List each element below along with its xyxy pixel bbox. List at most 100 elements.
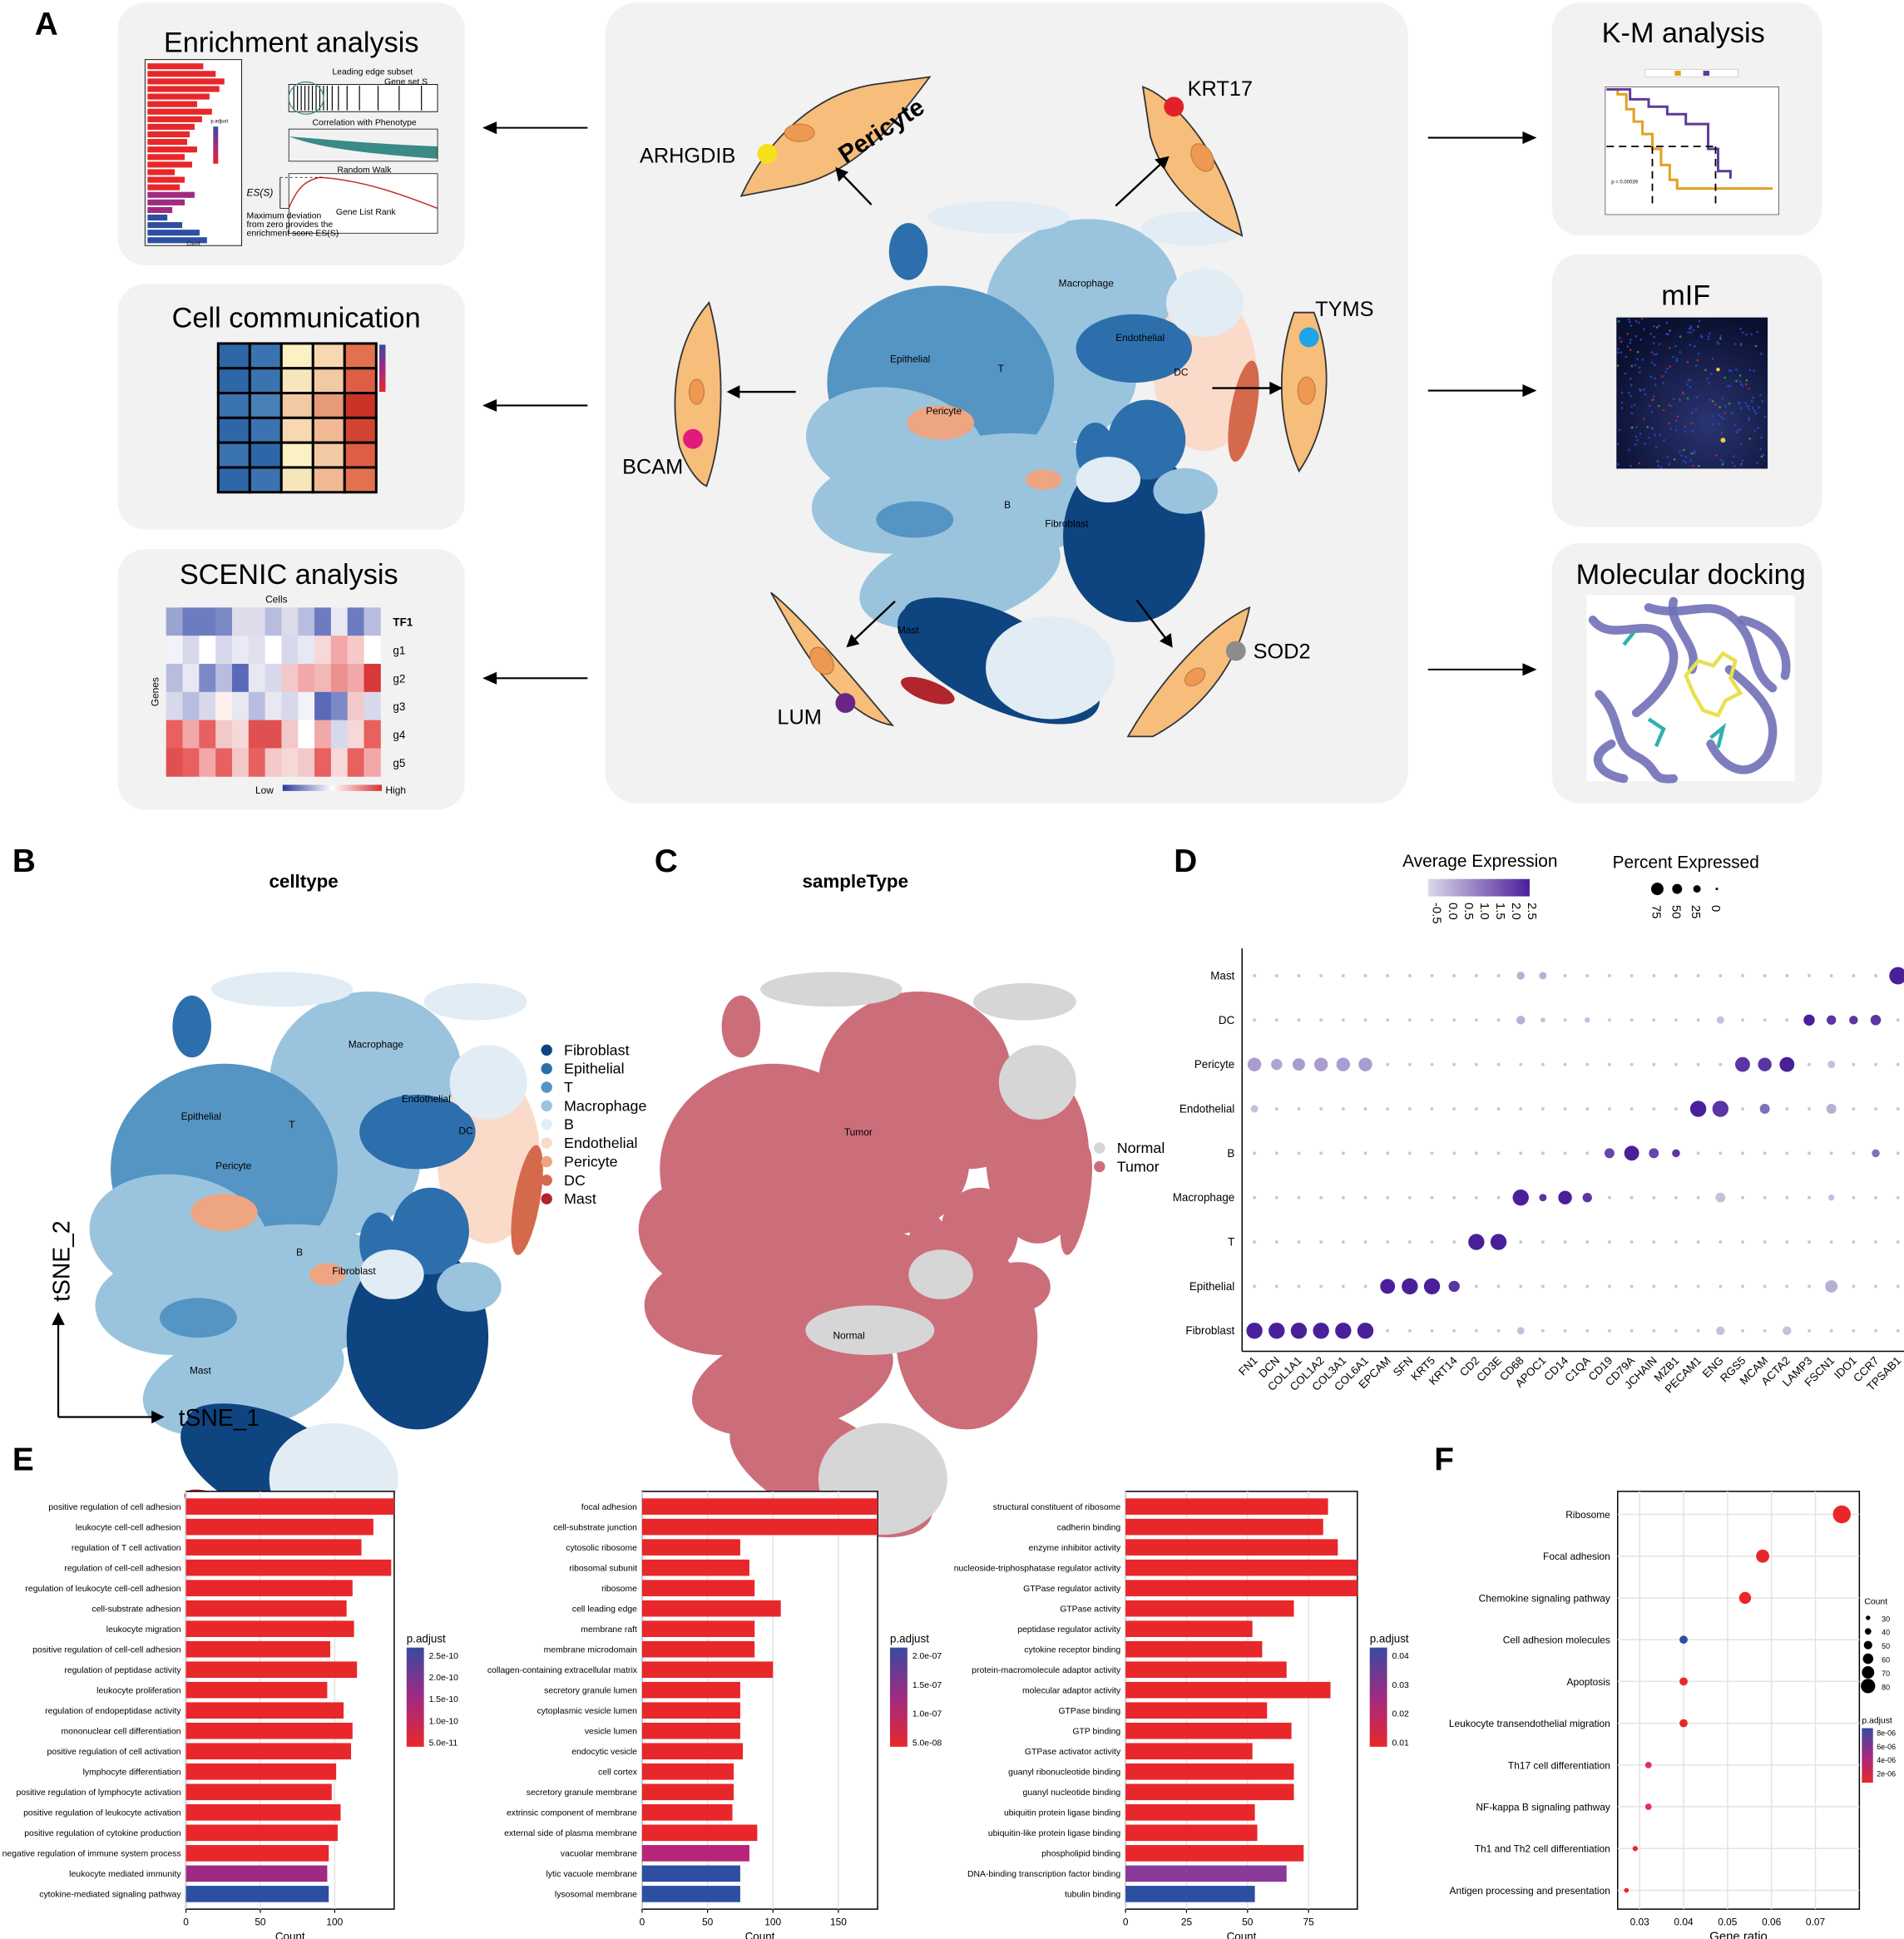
legend-swatch bbox=[541, 1193, 552, 1204]
cluster-label-pericyte: Pericyte bbox=[926, 405, 962, 417]
gsea-max-dev-2: from zero provides the bbox=[247, 220, 334, 230]
enrichment-title: Enrichment analysis bbox=[164, 27, 419, 59]
dotplot-dot bbox=[1896, 1284, 1900, 1289]
bar-category-label: cadherin binding bbox=[1057, 1523, 1121, 1532]
scenic-cell bbox=[314, 691, 332, 721]
dotplot-gene-label: FN1 bbox=[1236, 1354, 1260, 1378]
dotplot-dot bbox=[1407, 974, 1412, 977]
legend-swatch bbox=[541, 1081, 552, 1093]
mif-dot bbox=[1691, 411, 1694, 414]
bar bbox=[1125, 1722, 1292, 1739]
dotplot-row-label: B bbox=[1227, 1147, 1234, 1160]
comm-cell bbox=[216, 392, 251, 419]
mif-dot bbox=[1650, 351, 1654, 354]
gsea-gene-list-rank: Gene List Rank bbox=[336, 208, 397, 217]
bar bbox=[1125, 1763, 1294, 1780]
mif-dot bbox=[1644, 393, 1647, 396]
bar-category-label: vacuolar membrane bbox=[561, 1850, 637, 1859]
scenic-cell bbox=[215, 720, 233, 749]
mif-dot bbox=[1761, 400, 1764, 403]
dotplot-dot bbox=[1604, 1148, 1615, 1159]
bar bbox=[185, 1845, 329, 1862]
dotplot-dot bbox=[1563, 1240, 1567, 1244]
dotplot-dot bbox=[1785, 1240, 1789, 1244]
dotplot-dot bbox=[1290, 1323, 1308, 1339]
dotplot-dot bbox=[1357, 1323, 1374, 1339]
dotplot-dot bbox=[1274, 1151, 1278, 1155]
dotplot-dot bbox=[1541, 1107, 1545, 1110]
dotplot-dot bbox=[1719, 974, 1723, 977]
dotplot-dot bbox=[1452, 1240, 1456, 1244]
dotplot-dot bbox=[1763, 1284, 1767, 1289]
dotplot-dot bbox=[1827, 1061, 1836, 1069]
dotplot-dot bbox=[1652, 1328, 1656, 1333]
tsne-cluster bbox=[1166, 268, 1244, 338]
enrichment-bar bbox=[147, 139, 188, 146]
bar-category-label: membrane microdomain bbox=[544, 1645, 638, 1655]
bar-legend-tick: 2.0e-07 bbox=[912, 1652, 942, 1661]
mif-dot bbox=[1642, 418, 1645, 421]
mif-dot bbox=[1652, 395, 1655, 398]
mif-dot bbox=[1695, 396, 1699, 398]
mif-dot bbox=[1620, 351, 1623, 354]
tsne-cluster bbox=[709, 1298, 787, 1338]
dotplot-row-label: Mast bbox=[1210, 969, 1234, 982]
cell-tyms: TYMS bbox=[1280, 298, 1373, 473]
dot-color-tick: 4e-06 bbox=[1877, 1756, 1896, 1764]
mif-dot bbox=[1654, 433, 1657, 437]
comm-cell bbox=[216, 342, 251, 370]
gsea-random-walk: Random Walk bbox=[337, 166, 392, 175]
mif-dot bbox=[1637, 321, 1640, 324]
scenic-cell bbox=[248, 748, 266, 777]
scenic-cell bbox=[363, 748, 381, 777]
mif-dot bbox=[1735, 379, 1738, 383]
scenic-cell bbox=[248, 720, 266, 749]
mif-dot bbox=[1750, 333, 1753, 336]
mif-dot bbox=[1719, 337, 1722, 340]
enrichment-bar bbox=[147, 146, 197, 153]
bar-category-label: positive regulation of cell-cell adhesio… bbox=[32, 1645, 181, 1655]
dot-tick-label: 0.04 bbox=[1674, 1916, 1694, 1927]
dotplot-dot bbox=[1585, 1284, 1590, 1289]
mif-dot bbox=[1737, 428, 1739, 432]
dotplot-dot bbox=[1607, 1240, 1611, 1244]
mif-dot bbox=[1675, 358, 1679, 360]
bar bbox=[185, 1865, 328, 1882]
mif-dot bbox=[1753, 429, 1757, 433]
dot-colorbar bbox=[1862, 1728, 1873, 1783]
dotplot-dot bbox=[1607, 1018, 1611, 1022]
scenic-cell bbox=[182, 636, 200, 665]
dotplot-dot bbox=[1652, 974, 1656, 977]
gsea-es: ES(S) bbox=[247, 187, 274, 199]
dotplot-dot bbox=[1712, 1101, 1728, 1117]
bar-xlabel: Count bbox=[745, 1930, 775, 1939]
bar-tick-label: 75 bbox=[1303, 1916, 1315, 1927]
legend-swatch bbox=[541, 1137, 552, 1149]
center-tsne-plot bbox=[806, 201, 1259, 725]
enrichment-bar bbox=[147, 78, 225, 85]
dot-category-label: NF-kappa B signaling pathway bbox=[1476, 1802, 1610, 1813]
pct-tick: 25 bbox=[1689, 905, 1702, 919]
mif-dot bbox=[1741, 331, 1744, 334]
scenic-cell bbox=[215, 636, 233, 665]
legend-swatch bbox=[541, 1119, 552, 1130]
comm-cell bbox=[248, 441, 283, 469]
panel-label-d: D bbox=[1174, 843, 1197, 879]
mif-dot bbox=[1667, 333, 1669, 336]
dotplot-dot bbox=[1386, 1107, 1390, 1110]
dot-point bbox=[1832, 1505, 1851, 1524]
dotplot-dot bbox=[1808, 1195, 1811, 1200]
enrichment-count-label: Count bbox=[187, 242, 200, 247]
dot-chart-f: 0.03 0.04 0.05 0.06 0.07 Ribosome Focal adhesi… bbox=[1449, 1491, 1896, 1939]
scenic-cell bbox=[265, 607, 282, 636]
dotplot-dot bbox=[1630, 1284, 1634, 1289]
dot-category-label: Ribosome bbox=[1565, 1509, 1610, 1521]
gsea-correlation bbox=[289, 136, 438, 159]
dotplot-dot bbox=[1563, 1062, 1567, 1066]
dot-size-tick: 60 bbox=[1882, 1656, 1890, 1664]
dotplot-dot bbox=[1674, 974, 1678, 977]
enrichment-bar bbox=[147, 93, 210, 100]
dotplot-dot bbox=[1297, 1240, 1301, 1244]
avg-expression-colorbar bbox=[1427, 878, 1530, 897]
dotplot-dot bbox=[1827, 1194, 1835, 1201]
